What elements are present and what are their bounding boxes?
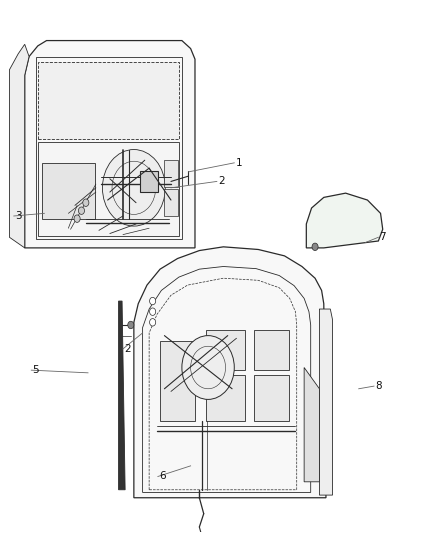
Polygon shape: [306, 193, 383, 248]
Bar: [182, 102, 186, 107]
Polygon shape: [206, 375, 245, 421]
Bar: [149, 366, 155, 375]
Bar: [149, 353, 155, 362]
Bar: [182, 158, 187, 163]
Circle shape: [74, 215, 80, 222]
Circle shape: [78, 207, 85, 214]
Circle shape: [83, 199, 89, 206]
Circle shape: [128, 321, 134, 329]
Circle shape: [150, 308, 155, 316]
Polygon shape: [10, 44, 29, 248]
Polygon shape: [42, 163, 95, 219]
Circle shape: [150, 319, 155, 326]
Text: 2: 2: [218, 176, 225, 187]
Polygon shape: [140, 171, 158, 192]
Polygon shape: [160, 341, 195, 421]
Polygon shape: [254, 330, 289, 370]
Polygon shape: [319, 309, 332, 495]
Circle shape: [102, 150, 165, 226]
Polygon shape: [134, 247, 326, 498]
Polygon shape: [254, 375, 289, 421]
Bar: [182, 126, 186, 131]
Text: 8: 8: [375, 381, 381, 391]
Text: 3: 3: [15, 211, 21, 221]
Polygon shape: [119, 301, 125, 490]
Bar: [182, 148, 187, 152]
Bar: [182, 164, 187, 167]
Polygon shape: [304, 368, 319, 482]
Circle shape: [312, 243, 318, 251]
Polygon shape: [164, 160, 177, 187]
Circle shape: [150, 297, 155, 305]
Text: 7: 7: [379, 232, 386, 243]
Bar: [182, 118, 186, 123]
Text: 2: 2: [124, 344, 131, 354]
Circle shape: [182, 336, 234, 399]
Polygon shape: [25, 41, 195, 248]
Bar: [149, 337, 155, 346]
Polygon shape: [38, 142, 179, 236]
Polygon shape: [164, 189, 177, 216]
Bar: [182, 153, 187, 157]
Bar: [149, 379, 155, 389]
Polygon shape: [206, 330, 245, 370]
Text: 5: 5: [32, 365, 39, 375]
Polygon shape: [38, 62, 179, 139]
Bar: [182, 110, 186, 115]
Text: 6: 6: [159, 472, 166, 481]
Text: 1: 1: [235, 158, 242, 168]
